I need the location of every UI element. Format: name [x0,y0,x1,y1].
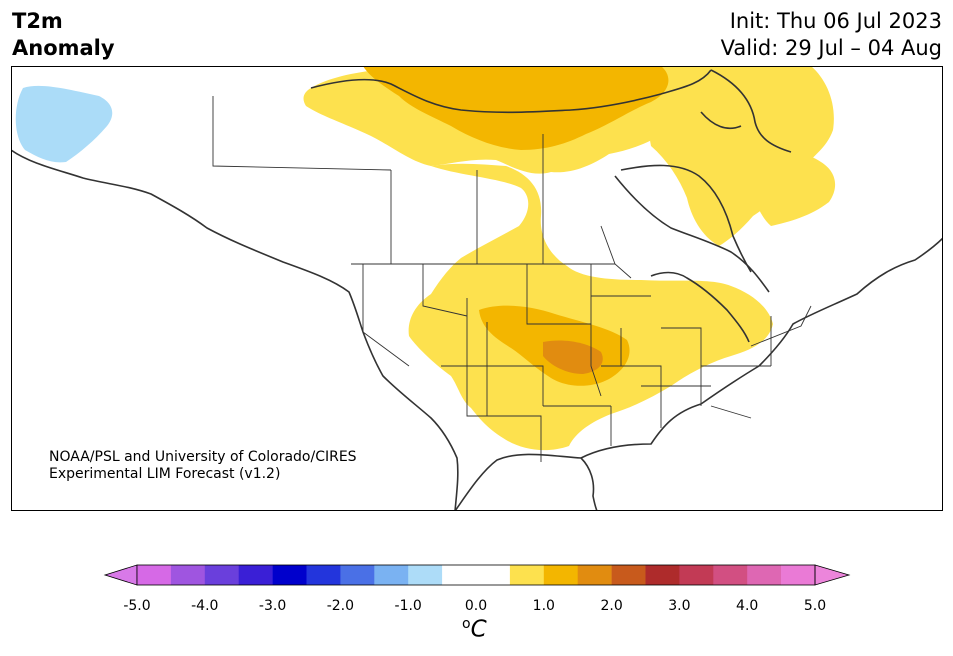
colorbar-bin [137,565,172,585]
colorbar-tick-label: 1.0 [532,598,555,614]
colorbar-bin [238,565,273,585]
colorbar-tick-label: -2.0 [326,598,355,614]
valid-date: Valid: 29 Jul – 04 Aug [720,36,942,60]
colorbar-bin [306,565,341,585]
colorbar-tick-label: -5.0 [123,598,151,614]
colorbar-bin [713,565,748,585]
warm-anomaly-gold-north [363,66,669,150]
colorbar-tick-label: 3.0 [668,598,691,614]
credit-text: NOAA/PSL and University of Colorado/CIRE… [49,449,357,483]
colorbar-underflow-arrow [103,564,138,586]
colorbar-bin [340,565,375,585]
forecast-dates: Init: Thu 06 Jul 2023 Valid: 29 Jul – 04… [721,8,942,62]
warm-anomaly-orange-plains [543,340,603,374]
colorbar-bin [272,565,307,585]
unit-symbol: C [470,616,487,643]
warm-anomaly-hudson-east [648,66,834,246]
colorbar-tick-label: -3.0 [258,598,287,614]
title-line-2: Anomaly [12,36,115,60]
colorbar-bin [509,565,545,585]
colorbar-tick-label: 4.0 [736,598,759,614]
colorbar-bin [204,565,239,585]
credit-line-2: Experimental LIM Forecast (v1.2) [49,466,281,482]
colorbar-tick-label: 0.0 [464,598,488,614]
credit-line-1: NOAA/PSL and University of Colorado/CIRE… [49,449,357,465]
unit-label: oC [462,616,487,643]
map-frame [11,66,943,511]
colorbar-bin [645,565,680,585]
colorbar-bin [408,565,443,585]
coastlines [11,69,943,511]
colorbar-frame [136,564,816,586]
colorbar-bin [476,565,511,585]
title-line-1: T2m [12,9,63,33]
init-date: Init: Thu 06 Jul 2023 [729,9,942,33]
colorbar-bins [137,565,816,585]
colorbar-tick-label: -1.0 [394,598,422,614]
colorbar-bin [374,565,409,585]
colorbar-bin [170,565,206,585]
political-boundaries [212,96,812,462]
colorbar-bin [781,565,816,585]
colorbar-bin [679,565,714,585]
warm-anomaly-labrador [749,150,836,226]
cold-anomaly-alaska [15,85,113,163]
anomaly-map [11,66,943,511]
colorbar-tick-label: 5.0 [803,598,827,614]
colorbar-bin [747,565,782,585]
unit-superscript: o [462,616,471,632]
colorbar-bin [543,565,578,585]
colorbar-bin [442,565,477,585]
map-title: T2m Anomaly [12,8,115,62]
colorbar-tick-label: 2.0 [600,598,623,614]
colorbar-bin [577,565,612,585]
colorbar-tick-label: -4.0 [191,598,219,614]
colorbar [103,564,851,586]
colorbar-overflow-arrow [814,564,851,586]
colorbar-bin [611,565,646,585]
